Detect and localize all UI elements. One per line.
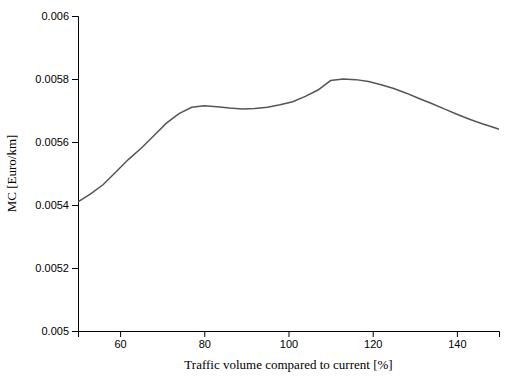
y-axis-line [72, 17, 79, 332]
y-axis: 0.005 0.0052 0.0054 0.0056 0.0058 0.006 [35, 10, 78, 337]
y-tick: 0.0054 [35, 199, 78, 211]
y-tick: 0.0052 [35, 262, 78, 274]
x-tick-label: 120 [364, 338, 382, 350]
y-tick-label: 0.005 [41, 325, 69, 337]
y-tick-mark [72, 268, 78, 269]
x-tick-mark [120, 331, 121, 337]
x-axis-title: Traffic volume compared to current [%] [184, 357, 392, 372]
x-axis: 60 80 100 120 140 [79, 331, 500, 350]
x-tick: 120 [364, 331, 382, 350]
y-axis-title: MC [Euro/km] [4, 135, 19, 213]
x-tick: 100 [280, 331, 298, 350]
y-tick-mark [72, 16, 78, 17]
y-tick-label: 0.0058 [35, 73, 69, 85]
y-tick-mark [72, 142, 78, 143]
x-tick-mark [289, 331, 290, 337]
plot: 60801001201400.0050.00520.00540.00560.00… [35, 10, 499, 350]
y-tick-mark [72, 331, 78, 332]
x-tick-label: 60 [114, 338, 126, 350]
x-axis-line [79, 332, 500, 338]
y-tick: 0.006 [41, 10, 78, 22]
x-tick: 80 [199, 331, 211, 350]
marks [78, 79, 499, 202]
y-tick-label: 0.006 [41, 10, 69, 22]
line [78, 79, 499, 202]
chart: 60801001201400.0050.00520.00540.00560.00… [0, 0, 521, 379]
x-tick-label: 140 [448, 338, 466, 350]
y-tick-mark [72, 205, 78, 206]
y-tick: 0.005 [41, 325, 78, 337]
y-tick: 0.0058 [35, 73, 78, 85]
x-tick-mark [373, 331, 374, 337]
x-tick-mark [457, 331, 458, 337]
y-tick-label: 0.0052 [35, 262, 69, 274]
y-tick: 0.0056 [35, 136, 78, 148]
y-tick-label: 0.0054 [35, 199, 69, 211]
x-tick-label: 100 [280, 338, 298, 350]
x-tick-mark [204, 331, 205, 337]
x-tick: 60 [114, 331, 126, 350]
x-tick: 140 [448, 331, 466, 350]
y-tick-label: 0.0056 [35, 136, 69, 148]
x-tick-label: 80 [199, 338, 211, 350]
y-tick-mark [72, 79, 78, 80]
